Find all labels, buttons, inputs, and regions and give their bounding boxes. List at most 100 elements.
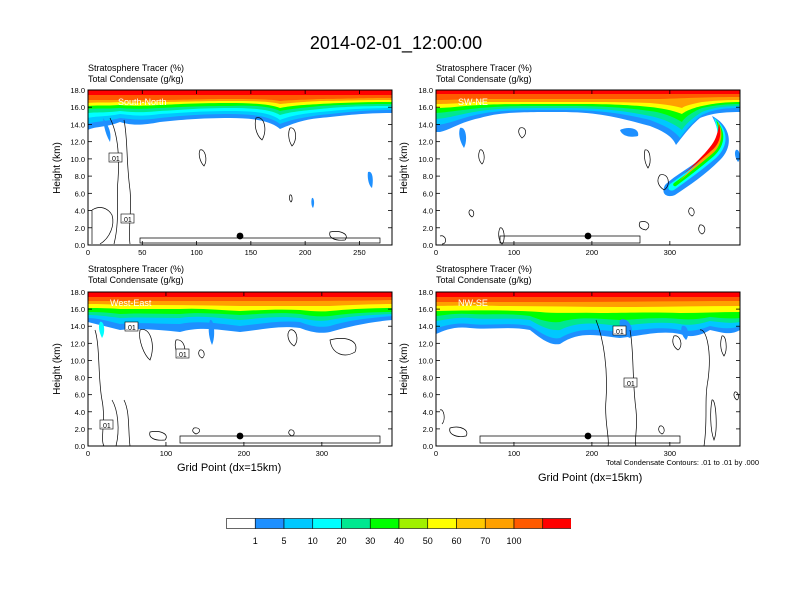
x-tick-label: 0 xyxy=(434,248,438,257)
colorbar-swatch xyxy=(484,518,515,529)
plot-area-sw-ne: SW-NE xyxy=(435,89,741,246)
colorbar-label: 10 xyxy=(308,536,318,546)
grid-center-marker-west-east xyxy=(236,432,244,440)
y-tick-label: 6.0 xyxy=(75,391,85,400)
y-tick-label: 18.0 xyxy=(418,86,433,95)
y-tick-label: 0.0 xyxy=(75,241,85,250)
figure-title: 2014-02-01_12:00:00 xyxy=(309,33,483,53)
colorbar-swatch xyxy=(456,518,486,529)
y-tick-label: 2.0 xyxy=(423,425,433,434)
y-tick-label: 0.0 xyxy=(423,442,433,451)
contour-label: .01 xyxy=(614,329,624,336)
x-tick-label: 300 xyxy=(664,248,677,257)
x-tick-label: 100 xyxy=(160,449,173,458)
colorbar-swatch xyxy=(254,518,285,529)
panel-west-east-line1: Stratosphere Tracer (%) xyxy=(88,264,184,274)
contour-note: Total Condensate Contours: .01 to .01 by… xyxy=(606,458,760,467)
colorbar-swatch xyxy=(312,518,342,529)
x-tick-label: 200 xyxy=(299,248,312,257)
y-tick-label: 2.0 xyxy=(75,224,85,233)
x-tick-label: 250 xyxy=(353,248,366,257)
contour-label: .01 xyxy=(110,156,120,163)
plot-area-west-east: West-East .01 .01 .01 xyxy=(87,291,393,447)
contour-label: .01 xyxy=(122,217,132,224)
y-tick-label: 8.0 xyxy=(423,172,433,181)
y-tick-label: 12.0 xyxy=(70,138,85,147)
y-tick-label: 4.0 xyxy=(75,207,85,216)
y-tick-label: 2.0 xyxy=(75,425,85,434)
grid-center-marker-south-north xyxy=(236,232,244,240)
condensate-contours-south-north xyxy=(91,117,381,245)
y-axis-label: Height (km) xyxy=(399,142,410,194)
panel-south-north-line2: Total Condensate (g/kg) xyxy=(88,74,184,84)
grid-center-marker-sw-ne xyxy=(584,232,592,240)
y-tick-label: 10.0 xyxy=(418,356,433,365)
y-axis-sw-ne: 0.0 2.0 4.0 6.0 8.0 10.0 12.0 14.0 16.0 18.0 xyxy=(418,86,740,250)
y-tick-label: 18.0 xyxy=(418,288,433,297)
y-tick-label: 0.0 xyxy=(75,442,85,451)
y-axis-west-east: 0.0 2.0 4.0 6.0 8.0 10.0 12.0 14.0 16.0 18.0 xyxy=(70,288,392,451)
colorbar-label: 30 xyxy=(365,536,375,546)
colorbar-swatch xyxy=(341,518,371,529)
x-tick-label: 100 xyxy=(508,248,521,257)
colorbar: 1 5 10 20 30 40 50 60 70 100 xyxy=(226,518,571,546)
x-axis-south-north: 0 50 100 150 200 250 xyxy=(86,90,366,257)
y-tick-label: 6.0 xyxy=(423,189,433,198)
x-axis-west-east: 0 100 200 300 xyxy=(86,292,328,458)
x-tick-label: 150 xyxy=(245,248,258,257)
y-axis-label: Height (km) xyxy=(399,343,410,395)
panel-nw-se-label: NW-SE xyxy=(458,298,488,308)
y-tick-label: 12.0 xyxy=(70,339,85,348)
panel-west-east-line2: Total Condensate (g/kg) xyxy=(88,275,184,285)
colorbar-swatch xyxy=(283,518,314,529)
y-tick-label: 12.0 xyxy=(418,339,433,348)
y-tick-label: 10.0 xyxy=(70,356,85,365)
condensate-contours-west-east xyxy=(94,329,381,447)
x-tick-label: 0 xyxy=(86,449,90,458)
y-tick-label: 16.0 xyxy=(418,305,433,314)
colorbar-swatch xyxy=(226,518,256,529)
x-tick-label: 300 xyxy=(316,449,329,458)
y-tick-label: 4.0 xyxy=(423,207,433,216)
colorbar-label: 100 xyxy=(506,536,521,546)
tracer-field-west-east xyxy=(88,292,392,345)
x-tick-label: 50 xyxy=(138,248,146,257)
condensate-contours-nw-se xyxy=(439,319,739,447)
y-axis-nw-se: 0.0 2.0 4.0 6.0 8.0 10.0 12.0 14.0 16.0 18.0 xyxy=(418,288,740,451)
colorbar-swatch xyxy=(542,518,571,529)
y-tick-label: 16.0 xyxy=(70,305,85,314)
tracer-field-nw-se xyxy=(436,292,740,345)
panel-west-east-label: West-East xyxy=(110,298,152,308)
y-tick-label: 16.0 xyxy=(70,103,85,112)
x-tick-label: 200 xyxy=(586,449,599,458)
x-tick-label: 200 xyxy=(238,449,251,458)
plot-area-south-north: South-North .01 .01 xyxy=(87,89,393,246)
colorbar-label: 1 xyxy=(253,536,258,546)
y-tick-label: 4.0 xyxy=(423,408,433,417)
colorbar-label: 70 xyxy=(480,536,490,546)
y-axis-label: Height (km) xyxy=(52,343,63,395)
colorbar-swatch xyxy=(513,518,544,529)
x-tick-label: 200 xyxy=(586,248,599,257)
x-tick-label: 0 xyxy=(434,449,438,458)
y-tick-label: 10.0 xyxy=(418,155,433,164)
plot-area-nw-se: NW-SE .01 .01 xyxy=(435,291,741,447)
y-axis-south-north: 0.0 2.0 4.0 6.0 8.0 10.0 12.0 14.0 16.0 18.0 xyxy=(70,86,392,250)
y-tick-label: 8.0 xyxy=(75,172,85,181)
y-tick-label: 6.0 xyxy=(423,391,433,400)
contour-label: .01 xyxy=(101,423,111,430)
colorbar-label: 60 xyxy=(451,536,461,546)
x-axis-sw-ne: 0 100 200 300 xyxy=(434,90,676,257)
y-axis-label: Height (km) xyxy=(52,142,63,194)
contour-label: .01 xyxy=(126,325,136,332)
y-tick-label: 10.0 xyxy=(70,155,85,164)
y-tick-label: 2.0 xyxy=(423,224,433,233)
colorbar-label: 20 xyxy=(336,536,346,546)
y-tick-label: 14.0 xyxy=(418,322,433,331)
panel-sw-ne-line1: Stratosphere Tracer (%) xyxy=(436,63,532,73)
x-tick-label: 100 xyxy=(190,248,203,257)
